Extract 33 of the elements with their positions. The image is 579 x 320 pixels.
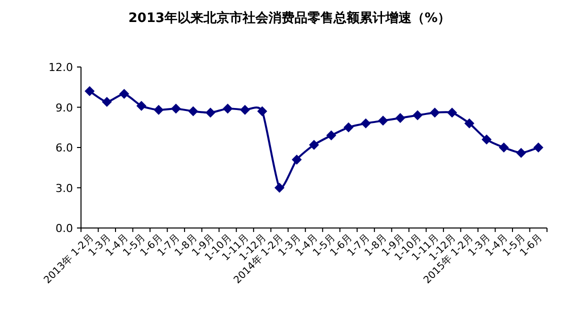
point	[498, 142, 509, 152]
point	[344, 122, 354, 132]
point	[447, 108, 458, 118]
y-tick-label: 12.0	[48, 61, 73, 74]
point	[482, 134, 492, 144]
point	[240, 104, 250, 115]
point	[309, 140, 319, 150]
point	[257, 106, 268, 116]
y-tick-label: 6.0	[56, 142, 73, 154]
point	[533, 142, 544, 152]
point	[412, 110, 423, 120]
point	[430, 108, 440, 118]
point	[222, 104, 233, 114]
point	[136, 100, 146, 111]
y-tick-label: 0.0	[56, 222, 73, 235]
point	[205, 108, 216, 118]
point	[395, 112, 406, 123]
y-tick-label: 3.0	[56, 182, 73, 195]
y-tick-label: 9.0	[56, 101, 73, 114]
point	[360, 118, 371, 128]
point	[516, 148, 526, 158]
point	[188, 106, 198, 116]
point	[274, 182, 284, 193]
point	[378, 116, 388, 126]
point	[154, 104, 164, 115]
point	[102, 96, 112, 107]
point	[119, 88, 130, 99]
point	[84, 86, 95, 96]
point	[292, 154, 302, 165]
chart-title: 2013年以来北京市社会消费品零售总额累计增速（%）	[128, 10, 451, 26]
point	[326, 130, 336, 140]
point	[464, 118, 474, 128]
point	[170, 104, 181, 114]
